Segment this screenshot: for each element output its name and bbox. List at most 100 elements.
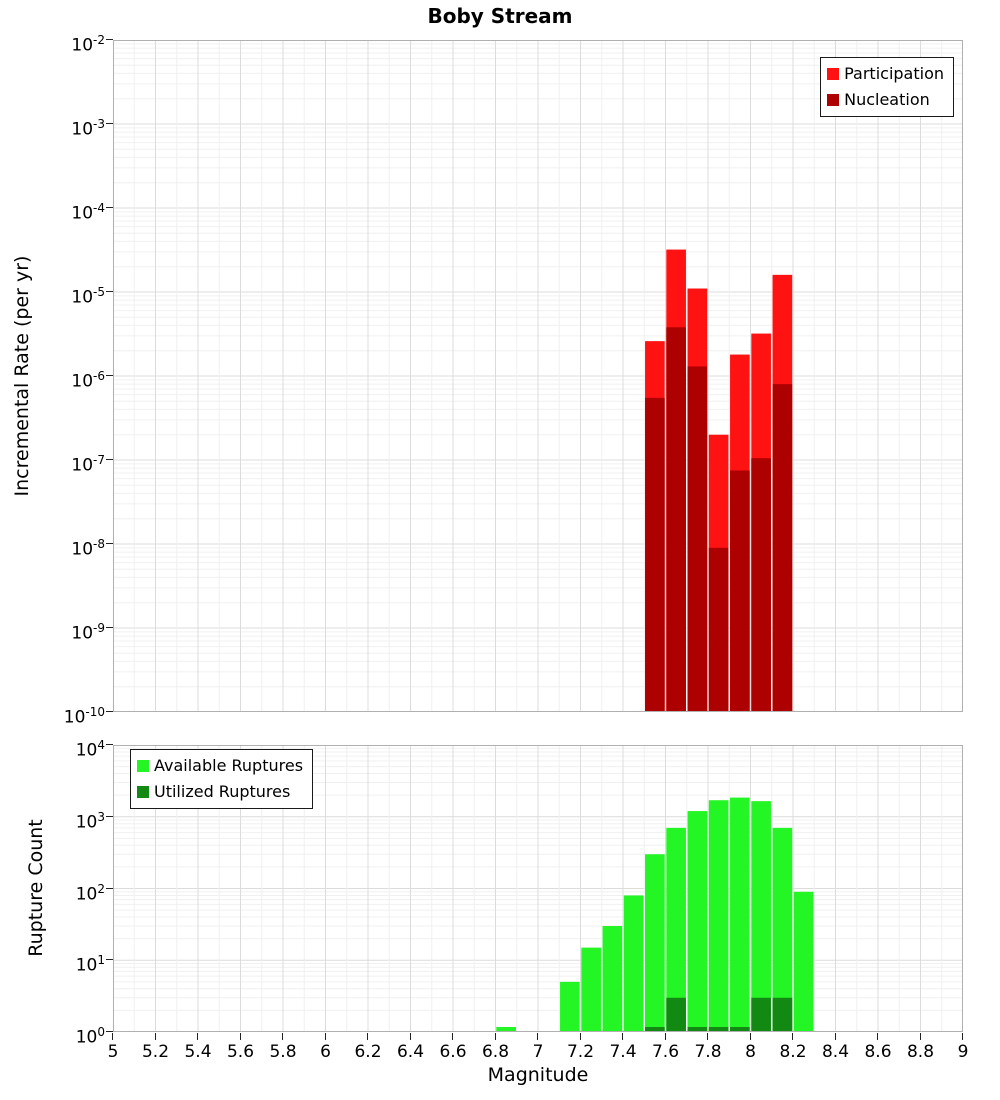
y-tick-label: 10-7	[71, 453, 105, 476]
bar-available-ruptures	[772, 827, 793, 1032]
x-tick-label: 7.4	[609, 1042, 637, 1062]
bar-utilized-ruptures	[708, 1027, 729, 1032]
y-tick-mark	[106, 543, 113, 544]
y-tick-mark	[106, 711, 113, 712]
y-tick-label: 100	[75, 1025, 105, 1048]
x-tick-label: 5	[107, 1042, 119, 1062]
bar-utilized-ruptures	[772, 997, 793, 1032]
legend-label-utilized-ruptures: Utilized Ruptures	[154, 782, 291, 801]
legend-entry-utilized-ruptures: Utilized Ruptures	[137, 779, 303, 805]
bar-available-ruptures	[666, 827, 686, 1032]
x-tick-mark	[622, 1033, 623, 1040]
y-tick-mark	[106, 815, 113, 817]
bar-available-ruptures	[581, 947, 601, 1032]
y-tick-mark	[106, 39, 113, 40]
bar-utilized-ruptures	[666, 997, 686, 1032]
y-tick-label: 10-2	[71, 33, 105, 56]
plot-frame	[113, 745, 963, 1032]
rate-legend: Participation Nucleation	[820, 57, 954, 117]
y-tick-mark	[106, 627, 113, 628]
x-tick-mark	[112, 1033, 113, 1040]
x-tick-mark	[537, 1033, 538, 1040]
x-tick-label: 6	[320, 1042, 331, 1062]
y-tick-mark	[106, 459, 113, 460]
bar-available-ruptures	[793, 891, 814, 1032]
x-tick-mark	[154, 1033, 156, 1040]
y-tick-label: 101	[75, 953, 105, 976]
bar-nucleation	[751, 458, 771, 712]
y-tick-label: 10-4	[71, 201, 105, 224]
rate-plot-area	[113, 40, 963, 712]
legend-label-nucleation: Nucleation	[844, 90, 930, 109]
y-tick-label: 10-10	[63, 705, 105, 728]
bar-utilized-ruptures	[751, 997, 771, 1032]
bar-available-ruptures	[496, 1027, 516, 1032]
bar-nucleation	[708, 547, 729, 712]
bar-available-ruptures	[602, 926, 623, 1032]
legend-entry-nucleation: Nucleation	[827, 87, 944, 113]
x-tick-mark	[877, 1033, 878, 1040]
x-tick-mark	[324, 1033, 326, 1040]
x-tick-label: 5.2	[141, 1042, 170, 1062]
x-tick-label: 7.2	[566, 1042, 595, 1062]
x-axis-label: Magnitude	[487, 1064, 589, 1086]
x-tick-label: 6.2	[354, 1042, 382, 1062]
x-tick-label: 6.6	[439, 1042, 467, 1062]
plot-canvas	[113, 745, 963, 1032]
bar-nucleation	[730, 470, 750, 712]
x-tick-label: 8	[745, 1042, 756, 1062]
x-tick-mark	[197, 1033, 198, 1040]
plot-canvas	[113, 40, 963, 712]
x-tick-label: 9	[957, 1042, 969, 1062]
rate-y-axis-label: Incremental Rate (per yr)	[11, 255, 33, 497]
y-tick-label: 10-6	[71, 369, 105, 392]
participation-swatch-icon	[827, 68, 840, 80]
legend-label-available-ruptures: Available Ruptures	[154, 756, 304, 775]
bar-utilized-ruptures	[645, 1027, 665, 1032]
legend-entry-participation: Participation	[827, 61, 944, 87]
x-tick-mark	[367, 1033, 368, 1040]
y-tick-label: 10-3	[71, 117, 105, 140]
bar-available-ruptures	[687, 811, 708, 1032]
plot-frame	[113, 40, 963, 712]
x-tick-label: 8.2	[779, 1042, 807, 1062]
y-tick-mark	[106, 123, 113, 124]
bar-nucleation	[687, 366, 708, 712]
x-tick-mark	[792, 1033, 793, 1040]
bar-available-ruptures	[623, 895, 644, 1032]
count-legend: Available Ruptures Utilized Ruptures	[130, 749, 314, 809]
y-tick-mark	[106, 959, 113, 961]
x-tick-mark	[452, 1033, 453, 1040]
utilized-ruptures-swatch-icon	[137, 786, 149, 798]
bar-nucleation	[645, 397, 665, 712]
x-tick-label: 7.8	[694, 1042, 722, 1062]
bar-available-ruptures	[730, 797, 750, 1032]
x-tick-mark	[664, 1033, 666, 1040]
y-tick-mark	[106, 375, 113, 376]
nucleation-swatch-icon	[827, 94, 840, 106]
y-tick-label: 103	[75, 809, 105, 833]
legend-label-participation: Participation	[844, 64, 944, 83]
y-tick-mark	[106, 207, 113, 208]
x-tick-mark	[239, 1033, 241, 1040]
x-tick-label: 8.8	[906, 1042, 935, 1062]
x-tick-mark	[494, 1033, 496, 1040]
y-tick-mark	[106, 744, 113, 745]
y-tick-label: 104	[75, 738, 105, 761]
x-tick-label: 5.8	[269, 1042, 297, 1062]
y-tick-mark	[106, 291, 113, 292]
y-tick-label: 102	[75, 881, 105, 905]
bar-available-ruptures	[560, 981, 580, 1032]
x-tick-mark	[409, 1033, 411, 1040]
x-tick-label: 8.4	[821, 1042, 850, 1062]
x-tick-mark	[707, 1033, 708, 1040]
x-tick-mark	[579, 1033, 581, 1040]
bar-utilized-ruptures	[687, 1027, 708, 1032]
x-tick-label: 5.6	[226, 1042, 255, 1062]
y-tick-mark	[106, 1031, 113, 1032]
legend-entry-available-ruptures: Available Ruptures	[137, 753, 303, 779]
x-tick-mark	[834, 1033, 836, 1040]
x-tick-mark	[282, 1033, 283, 1040]
available-ruptures-swatch-icon	[137, 760, 149, 772]
